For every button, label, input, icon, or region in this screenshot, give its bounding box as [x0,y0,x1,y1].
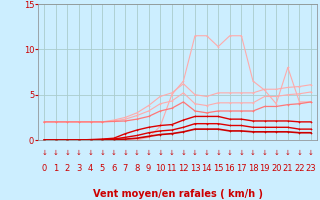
Text: ↓: ↓ [308,150,314,156]
Text: 11: 11 [166,164,177,173]
Text: ↓: ↓ [250,150,256,156]
Text: 20: 20 [271,164,282,173]
Text: 22: 22 [294,164,305,173]
Text: ↓: ↓ [227,150,233,156]
Text: 17: 17 [236,164,247,173]
Text: ↓: ↓ [88,150,93,156]
Text: 14: 14 [201,164,212,173]
Text: ↓: ↓ [204,150,210,156]
Text: ↓: ↓ [76,150,82,156]
Text: ↓: ↓ [123,150,128,156]
Text: 16: 16 [225,164,235,173]
Text: 0: 0 [42,164,47,173]
Text: ↓: ↓ [296,150,302,156]
Text: ↓: ↓ [169,150,175,156]
Text: 13: 13 [190,164,200,173]
Text: ↓: ↓ [134,150,140,156]
Text: ↓: ↓ [215,150,221,156]
Text: ↓: ↓ [146,150,152,156]
Text: ↓: ↓ [192,150,198,156]
Text: 5: 5 [100,164,105,173]
Text: ↓: ↓ [99,150,105,156]
Text: ↓: ↓ [41,150,47,156]
Text: 2: 2 [65,164,70,173]
Text: ↓: ↓ [262,150,268,156]
Text: 18: 18 [248,164,258,173]
Text: 3: 3 [76,164,82,173]
Text: 10: 10 [155,164,165,173]
Text: ↓: ↓ [157,150,163,156]
Text: ↓: ↓ [53,150,59,156]
Text: 1: 1 [53,164,59,173]
Text: 6: 6 [111,164,116,173]
Text: 23: 23 [306,164,316,173]
Text: 9: 9 [146,164,151,173]
Text: ↓: ↓ [111,150,117,156]
Text: Vent moyen/en rafales ( km/h ): Vent moyen/en rafales ( km/h ) [92,189,263,199]
Text: 4: 4 [88,164,93,173]
Text: ↓: ↓ [238,150,244,156]
Text: 15: 15 [213,164,223,173]
Text: 19: 19 [259,164,270,173]
Text: 12: 12 [178,164,189,173]
Text: ↓: ↓ [180,150,186,156]
Text: 7: 7 [123,164,128,173]
Text: 21: 21 [283,164,293,173]
Text: ↓: ↓ [273,150,279,156]
Text: 8: 8 [134,164,140,173]
Text: ↓: ↓ [285,150,291,156]
Text: ↓: ↓ [64,150,70,156]
